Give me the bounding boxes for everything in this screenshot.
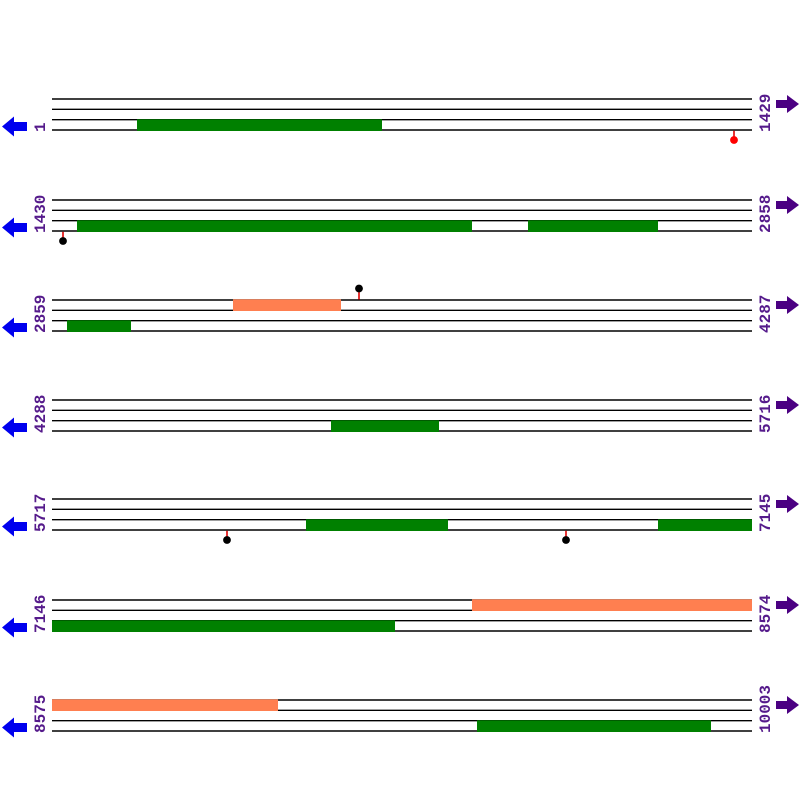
end-coordinate-label: 1429 [757,94,775,132]
start-coordinate-label: 8575 [32,695,50,733]
right-arrow-icon[interactable] [776,495,799,513]
left-arrow-icon[interactable] [2,717,27,738]
black-marker-dot[interactable] [562,536,570,544]
track-row-5: 5717 7145 [2,494,799,544]
left-arrow-icon[interactable] [2,317,27,338]
right-arrow-icon[interactable] [776,596,799,614]
left-arrow-icon[interactable] [2,417,27,438]
red-marker-dot[interactable] [730,136,738,144]
right-arrow-icon[interactable] [776,95,799,113]
right-arrow-icon[interactable] [776,196,799,214]
black-marker-dot[interactable] [59,237,67,245]
start-coordinate-label: 2859 [32,295,50,333]
left-arrow-icon[interactable] [2,217,27,238]
green-feature-box[interactable] [67,320,131,332]
end-coordinate-label: 5716 [757,395,775,433]
start-coordinate-label: 1 [32,122,50,132]
orange-feature-box[interactable] [472,599,752,611]
left-arrow-icon[interactable] [2,617,27,638]
orange-feature-box[interactable] [52,699,278,711]
start-coordinate-label: 1430 [32,195,50,233]
right-arrow-icon[interactable] [776,696,799,714]
green-feature-box[interactable] [52,620,395,632]
green-feature-box[interactable] [528,220,658,232]
start-coordinate-label: 4288 [32,395,50,433]
end-coordinate-label: 8574 [757,594,775,633]
track-row-7: 8575 10003 [2,685,799,738]
green-feature-box[interactable] [331,420,439,432]
track-row-6: 7146 8574 [2,594,799,638]
left-arrow-icon[interactable] [2,116,27,137]
orange-feature-box[interactable] [233,299,341,311]
end-coordinate-label: 7145 [757,494,775,532]
track-row-2: 1430 2858 [2,195,799,245]
start-coordinate-label: 5717 [32,494,50,532]
end-coordinate-label: 10003 [757,685,775,733]
green-feature-box[interactable] [137,119,382,131]
green-feature-box[interactable] [306,519,448,531]
green-feature-box[interactable] [77,220,472,232]
green-feature-box[interactable] [477,720,711,732]
track-row-3: 2859 4287 [2,284,799,338]
green-feature-box[interactable] [658,519,752,531]
right-arrow-icon[interactable] [776,396,799,414]
black-marker-dot[interactable] [223,536,231,544]
track-row-1: 1 1429 [2,94,799,144]
end-coordinate-label: 2858 [757,195,775,233]
track-row-4: 4288 5716 [2,395,799,438]
start-coordinate-label: 7146 [32,595,50,633]
left-arrow-icon[interactable] [2,516,27,537]
end-coordinate-label: 4287 [757,295,775,333]
right-arrow-icon[interactable] [776,296,799,314]
black-marker-dot[interactable] [355,284,363,293]
